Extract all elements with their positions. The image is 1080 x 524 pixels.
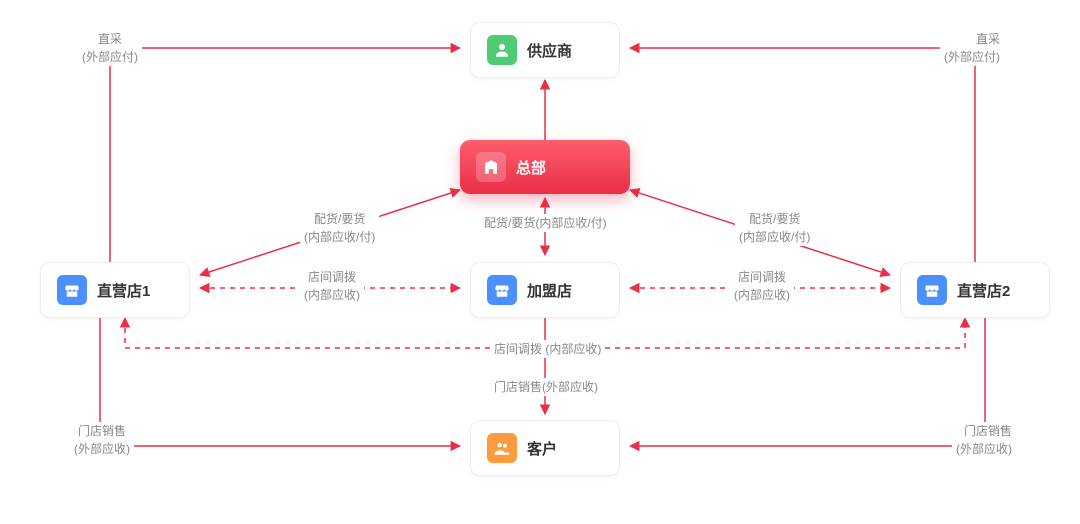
- edge-label: 直采(外部应付): [78, 30, 142, 66]
- node-label: 直营店1: [97, 280, 150, 301]
- node-label: 直营店2: [957, 280, 1010, 301]
- edge-label: 直采(外部应付): [940, 30, 1004, 66]
- edge-label: 配货/要货(内部应收/付): [300, 210, 379, 246]
- node-label: 总部: [516, 157, 546, 178]
- edge-label: 门店销售(外部应收): [490, 378, 602, 396]
- node-customer: 客户: [470, 420, 620, 476]
- store-icon: [917, 275, 947, 305]
- edge-label: 配货/要货(内部应收/付): [735, 210, 814, 246]
- edge-label: 门店销售(外部应收): [952, 422, 1016, 458]
- node-supplier: 供应商: [470, 22, 620, 78]
- edge-label: 店间调拨 (内部应收): [490, 340, 605, 358]
- edge-label: 门店销售(外部应收): [70, 422, 134, 458]
- edge-label: 店间调拨(内部应收): [300, 268, 364, 304]
- store-icon: [487, 275, 517, 305]
- building-icon: [476, 152, 506, 182]
- store-icon: [57, 275, 87, 305]
- user-icon: [487, 35, 517, 65]
- node-direct2: 直营店2: [900, 262, 1050, 318]
- node-label: 客户: [527, 438, 557, 459]
- edge-label: 配货/要货(内部应收/付): [480, 214, 611, 232]
- users-icon: [487, 433, 517, 463]
- edge-label: 店间调拨(内部应收): [730, 268, 794, 304]
- node-direct1: 直营店1: [40, 262, 190, 318]
- node-hq: 总部: [460, 140, 630, 194]
- node-label: 加盟店: [527, 280, 572, 301]
- node-franchise: 加盟店: [470, 262, 620, 318]
- node-label: 供应商: [527, 40, 572, 61]
